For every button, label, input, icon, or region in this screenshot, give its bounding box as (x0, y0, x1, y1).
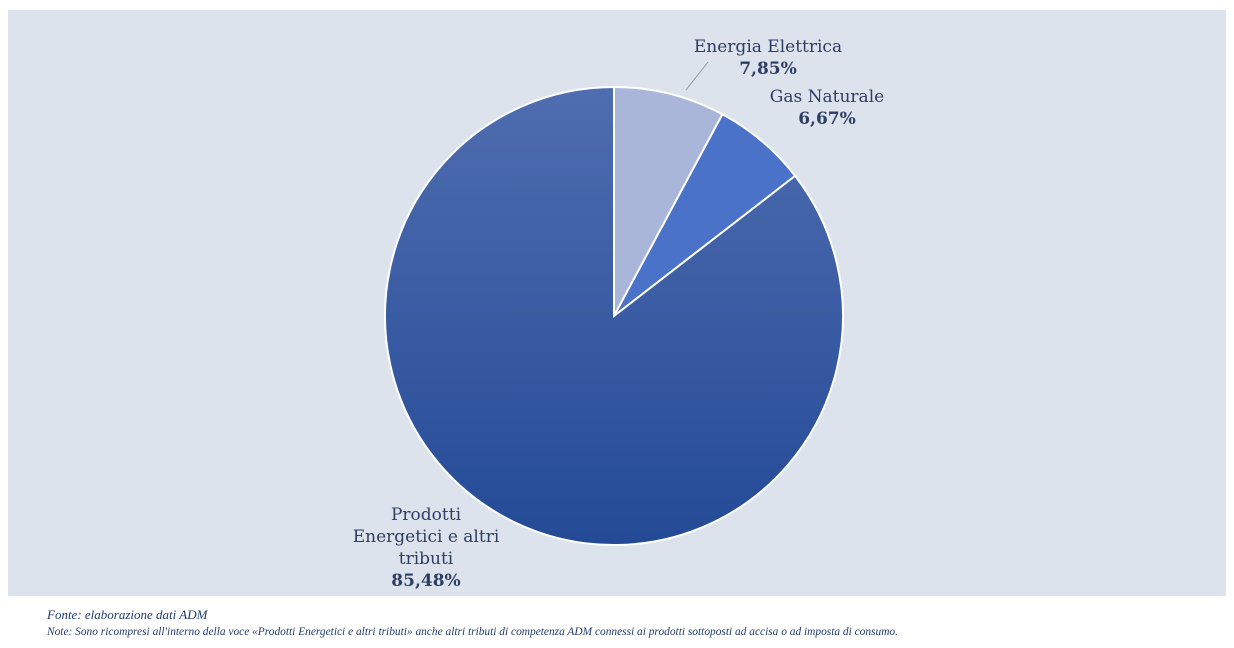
slice-label-line: tributi (399, 549, 454, 569)
slice-label: Prodotti Energetici e altri tributi 85,48% (353, 505, 500, 591)
chart-footnote: Note: Sono ricompresi all'interno della … (47, 626, 898, 638)
slice-value-label: 7,85% (739, 59, 797, 79)
pie-slice (613, 85, 724, 317)
slice-label-line: Prodotti (391, 505, 462, 525)
slice-value-label: 85,48% (391, 571, 460, 591)
chart-source-note: Fonte: elaborazione dati ADM (47, 607, 208, 622)
slice-label: Gas Naturale 6,67% (770, 87, 884, 129)
chart-panel: Energia Elettrica 7,85% Gas Naturale 6,67% P… (8, 10, 1226, 596)
slice-label-line: Energetici e altri (353, 527, 500, 547)
slice-value-label: 6,67% (798, 109, 856, 129)
slice-label-line: Gas Naturale (770, 87, 884, 107)
slice-label-line: Energia Elettrica (694, 37, 842, 57)
pie-chart: Energia Elettrica 7,85% Gas Naturale 6,67% P… (353, 37, 884, 591)
label-leader-line (685, 61, 709, 91)
slice-label: Energia Elettrica 7,85% (694, 37, 842, 79)
pie-labels: Energia Elettrica 7,85% Gas Naturale 6,67% P… (353, 37, 884, 591)
pie-slice (384, 85, 844, 546)
pie-slices (384, 85, 844, 546)
